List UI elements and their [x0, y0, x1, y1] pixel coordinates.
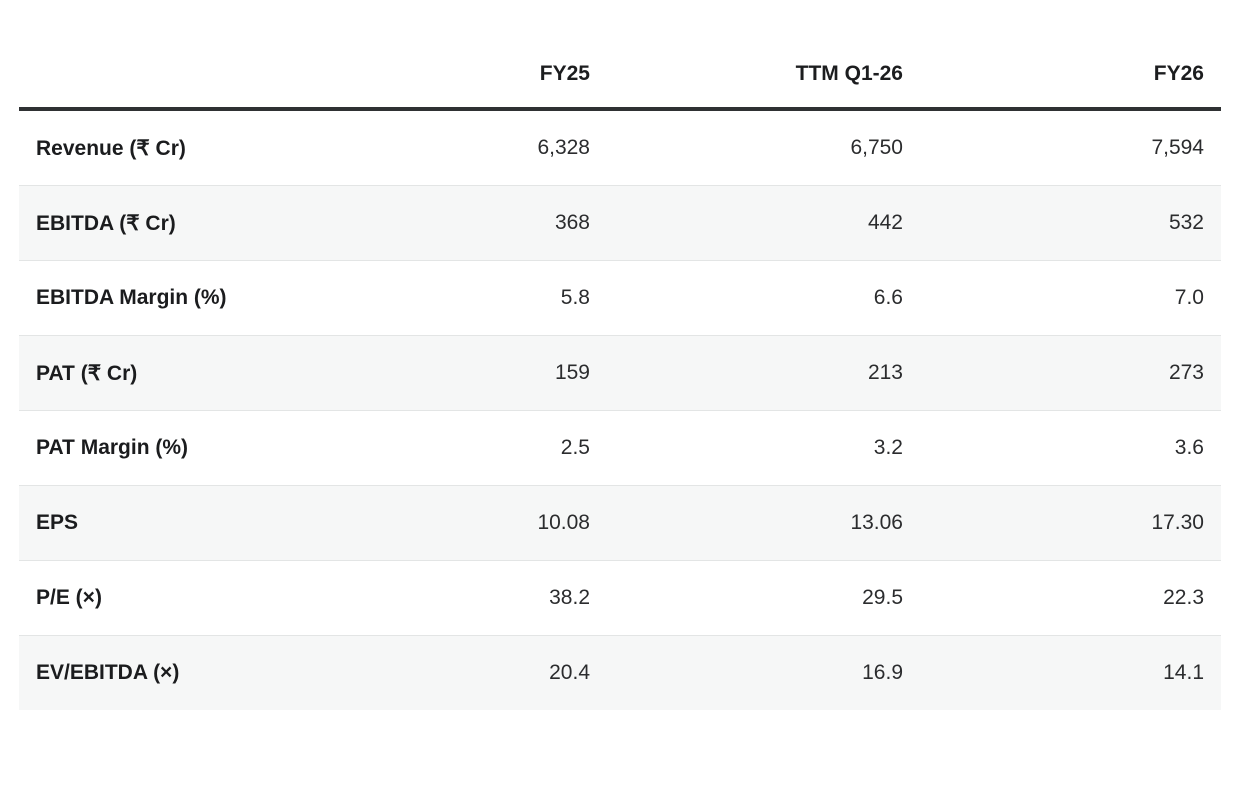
table-header-row: FY25 TTM Q1-26 FY26 — [19, 40, 1221, 111]
cell-value: 532 — [920, 185, 1221, 261]
cell-value: 2.5 — [309, 410, 607, 486]
cell-value: 3.2 — [607, 410, 920, 486]
row-label: EBITDA Margin (%) — [19, 260, 309, 336]
cell-value: 159 — [309, 335, 607, 411]
cell-value: 29.5 — [607, 560, 920, 636]
row-label: PAT (₹ Cr) — [19, 335, 309, 411]
col-header-ttm-q1-26: TTM Q1-26 — [607, 40, 920, 111]
cell-value: 38.2 — [309, 560, 607, 636]
col-header-fy25: FY25 — [309, 40, 607, 111]
cell-value: 10.08 — [309, 485, 607, 561]
cell-value: 22.3 — [920, 560, 1221, 636]
table-row-ebitda: EBITDA (₹ Cr) 368 442 532 — [19, 185, 1221, 261]
cell-value: 20.4 — [309, 635, 607, 710]
table-row-pat-margin: PAT Margin (%) 2.5 3.2 3.6 — [19, 410, 1221, 486]
col-header-metric — [19, 40, 309, 111]
cell-value: 7,594 — [1151, 136, 1204, 159]
cell-value: 13.06 — [607, 485, 920, 561]
cell-value: 213 — [607, 335, 920, 411]
cell-value: 17.30 — [920, 485, 1221, 561]
table-row-ev-ebitda: EV/EBITDA (×) 20.4 16.9 14.1 — [19, 635, 1221, 710]
cell-value: 16.9 — [607, 635, 920, 710]
financials-table-container: FY25 TTM Q1-26 FY26 Revenue (₹ Cr) 6,328… — [19, 40, 1221, 710]
cell-value: 7.0 — [920, 260, 1221, 336]
cell-value: 14.1 — [920, 635, 1221, 710]
table-row-ebitda-margin: EBITDA Margin (%) 5.8 6.6 7.0 — [19, 260, 1221, 336]
cell-value: 6.6 — [607, 260, 920, 336]
table-row-pe: P/E (×) 38.2 29.5 22.3 — [19, 560, 1221, 636]
row-label: EPS — [19, 485, 309, 561]
table-row-revenue: Revenue (₹ Cr) 6,328 6,750 7,594 — [19, 109, 1221, 186]
table-row-eps: EPS 10.08 13.06 17.30 — [19, 485, 1221, 561]
cell-value: 368 — [309, 185, 607, 261]
cell-value: 273 — [920, 335, 1221, 411]
row-label: PAT Margin (%) — [19, 410, 309, 486]
row-label: Revenue (₹ Cr) — [36, 136, 186, 160]
row-label: P/E (×) — [19, 560, 309, 636]
row-label: EV/EBITDA (×) — [19, 635, 309, 710]
table-row-pat: PAT (₹ Cr) 159 213 273 — [19, 335, 1221, 411]
cell-value: 5.8 — [309, 260, 607, 336]
col-header-fy26: FY26 — [920, 40, 1221, 111]
cell-value: 6,750 — [850, 136, 903, 159]
cell-value: 6,328 — [537, 136, 590, 159]
cell-value: 3.6 — [920, 410, 1221, 486]
financials-table: FY25 TTM Q1-26 FY26 Revenue (₹ Cr) 6,328… — [19, 40, 1221, 710]
cell-value: 442 — [607, 185, 920, 261]
row-label: EBITDA (₹ Cr) — [19, 185, 309, 261]
